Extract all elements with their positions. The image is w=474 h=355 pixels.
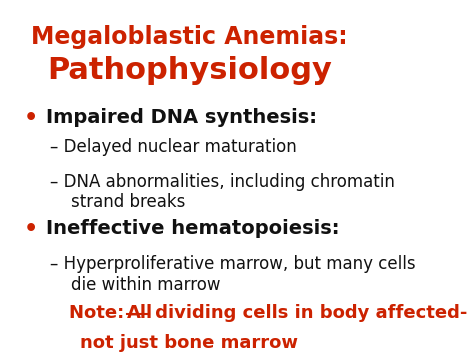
Text: – Delayed nuclear maturation: – Delayed nuclear maturation [50,138,297,156]
Text: •: • [24,219,38,239]
Text: Megaloblastic Anemias:: Megaloblastic Anemias: [31,25,347,49]
Text: – Hyperproliferative marrow, but many cells
    die within marrow: – Hyperproliferative marrow, but many ce… [50,255,416,294]
Text: •: • [24,108,38,127]
Text: Ineffective hematopoiesis:: Ineffective hematopoiesis: [46,219,340,238]
Text: – DNA abnormalities, including chromatin
    strand breaks: – DNA abnormalities, including chromatin… [50,173,395,211]
Text: Note:: Note: [69,305,130,322]
Text: dividing cells in body affected-: dividing cells in body affected- [149,305,467,322]
Text: Impaired DNA synthesis:: Impaired DNA synthesis: [46,108,318,126]
Text: All: All [128,305,154,322]
Text: not just bone marrow: not just bone marrow [80,334,298,351]
Text: Pathophysiology: Pathophysiology [47,56,332,85]
